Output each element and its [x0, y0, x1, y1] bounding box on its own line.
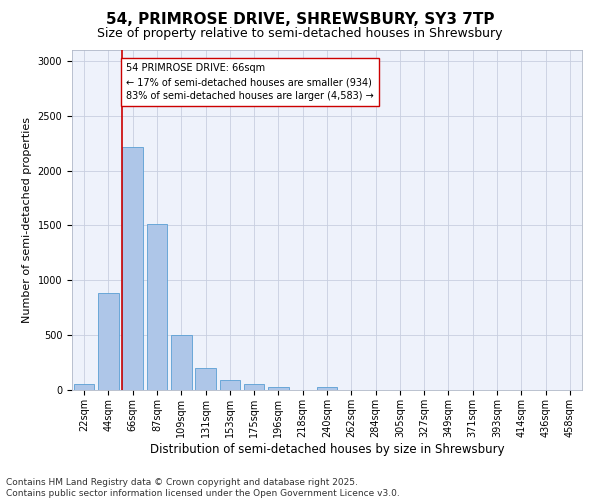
Bar	[220, 380, 240, 390]
Bar	[74, 384, 94, 390]
Text: 54 PRIMROSE DRIVE: 66sqm
← 17% of semi-detached houses are smaller (934)
83% of : 54 PRIMROSE DRIVE: 66sqm ← 17% of semi-d…	[126, 63, 374, 101]
Bar	[195, 368, 216, 390]
Bar	[244, 384, 265, 390]
Bar	[317, 388, 337, 390]
Bar	[268, 386, 289, 390]
X-axis label: Distribution of semi-detached houses by size in Shrewsbury: Distribution of semi-detached houses by …	[149, 442, 505, 456]
Text: 54, PRIMROSE DRIVE, SHREWSBURY, SY3 7TP: 54, PRIMROSE DRIVE, SHREWSBURY, SY3 7TP	[106, 12, 494, 28]
Bar	[122, 146, 143, 390]
Y-axis label: Number of semi-detached properties: Number of semi-detached properties	[22, 117, 32, 323]
Text: Size of property relative to semi-detached houses in Shrewsbury: Size of property relative to semi-detach…	[97, 28, 503, 40]
Bar	[146, 224, 167, 390]
Bar	[171, 335, 191, 390]
Text: Contains HM Land Registry data © Crown copyright and database right 2025.
Contai: Contains HM Land Registry data © Crown c…	[6, 478, 400, 498]
Bar	[98, 294, 119, 390]
